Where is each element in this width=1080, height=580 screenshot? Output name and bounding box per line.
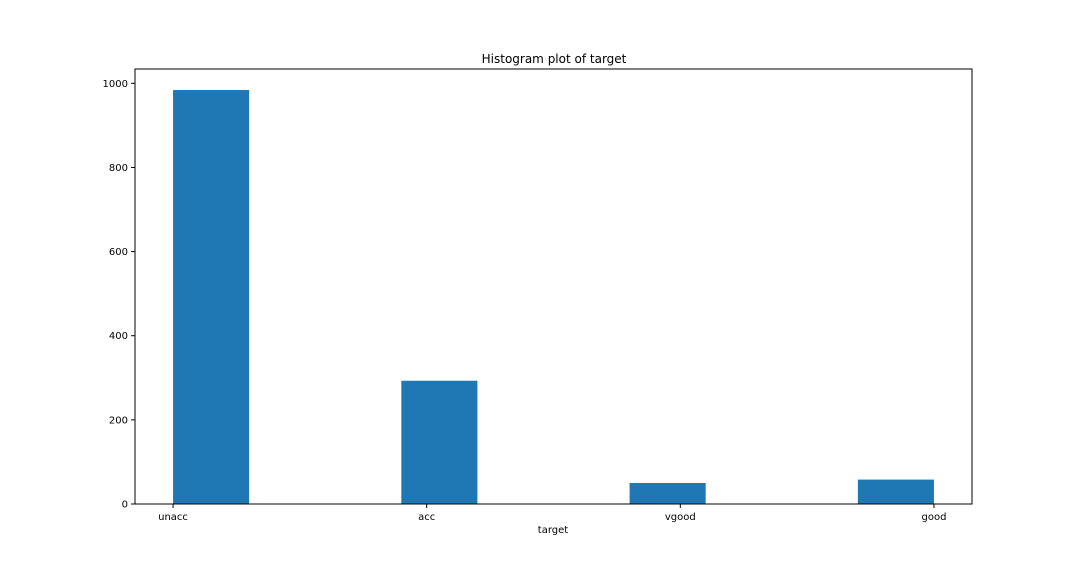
y-tick-label: 0 — [122, 500, 128, 511]
y-tick-label: 200 — [109, 415, 128, 426]
bar-acc — [401, 380, 478, 504]
x-tick-label-acc: acc — [418, 512, 435, 523]
bar-good — [857, 479, 934, 504]
y-tick-label: 1000 — [103, 79, 128, 90]
bars-group — [173, 90, 934, 504]
chart-title: Histogram plot of target — [482, 52, 627, 66]
x-tick-label-unacc: unacc — [158, 512, 188, 523]
bar-unacc — [173, 90, 250, 504]
y-tick-label: 400 — [109, 331, 128, 342]
plot-area-frame — [134, 68, 973, 505]
x-axis: unacc acc vgood good — [158, 504, 946, 523]
x-tick-label-good: good — [921, 512, 946, 523]
x-axis-label: target — [538, 525, 568, 536]
bar-vgood — [629, 482, 706, 504]
y-axis: 0 200 400 600 800 1000 — [103, 79, 135, 511]
x-tick-label-vgood: vgood — [665, 512, 696, 523]
y-tick-label: 600 — [109, 247, 128, 258]
y-tick-label: 800 — [109, 163, 128, 174]
